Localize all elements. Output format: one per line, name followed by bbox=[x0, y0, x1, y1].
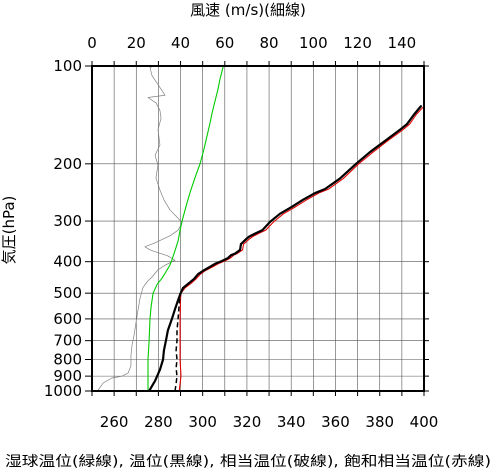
x-tick-label: 260 bbox=[100, 413, 129, 431]
y-tick-label: 300 bbox=[53, 212, 82, 230]
x-tick-label: 320 bbox=[233, 413, 262, 431]
top-axis-label: 風速 (m/s)(細線) bbox=[190, 1, 306, 19]
y-tick-label: 800 bbox=[53, 351, 82, 369]
y-axis-label: 気圧(hPa) bbox=[0, 196, 18, 265]
series-lines bbox=[97, 66, 424, 391]
x-tick-label: 340 bbox=[277, 413, 306, 431]
series-line-0 bbox=[97, 66, 183, 391]
top-tick-label: 20 bbox=[127, 34, 146, 52]
plot-frame bbox=[91, 65, 425, 392]
series-line-4 bbox=[148, 105, 422, 391]
y-tick-label: 100 bbox=[53, 57, 82, 75]
x-tick-label: 280 bbox=[144, 413, 173, 431]
series-line-1 bbox=[147, 66, 224, 391]
x-tick-label: 300 bbox=[188, 413, 217, 431]
top-tick-label: 80 bbox=[260, 34, 279, 52]
y-tick-label: 1000 bbox=[44, 382, 82, 400]
y-tick-label: 700 bbox=[53, 332, 82, 350]
top-tick-label: 120 bbox=[343, 34, 372, 52]
axis-tick-labels: 260 280 300 320 340 360 380 400 0 20 40 60 80 100 120 1… bbox=[44, 34, 439, 431]
x-tick-label: 400 bbox=[410, 413, 439, 431]
top-tick-label: 140 bbox=[388, 34, 417, 52]
y-tick-label: 900 bbox=[53, 367, 82, 385]
y-tick-label: 600 bbox=[53, 310, 82, 328]
x-tick-label: 380 bbox=[365, 413, 394, 431]
y-tick-label: 200 bbox=[53, 155, 82, 173]
grid-lines bbox=[92, 66, 424, 391]
y-tick-label: 500 bbox=[53, 284, 82, 302]
top-tick-label: 0 bbox=[87, 34, 97, 52]
top-tick-label: 40 bbox=[171, 34, 190, 52]
axis-ticks bbox=[85, 61, 429, 396]
x-tick-label: 360 bbox=[321, 413, 350, 431]
top-tick-label: 60 bbox=[215, 34, 234, 52]
series-line-2 bbox=[178, 105, 424, 391]
top-tick-label: 100 bbox=[299, 34, 328, 52]
y-tick-label: 400 bbox=[53, 253, 82, 271]
x-axis-label: 湿球温位(緑線), 温位(黒線), 相当温位(破線), 飽和相当温位(赤線) bbox=[5, 453, 491, 470]
